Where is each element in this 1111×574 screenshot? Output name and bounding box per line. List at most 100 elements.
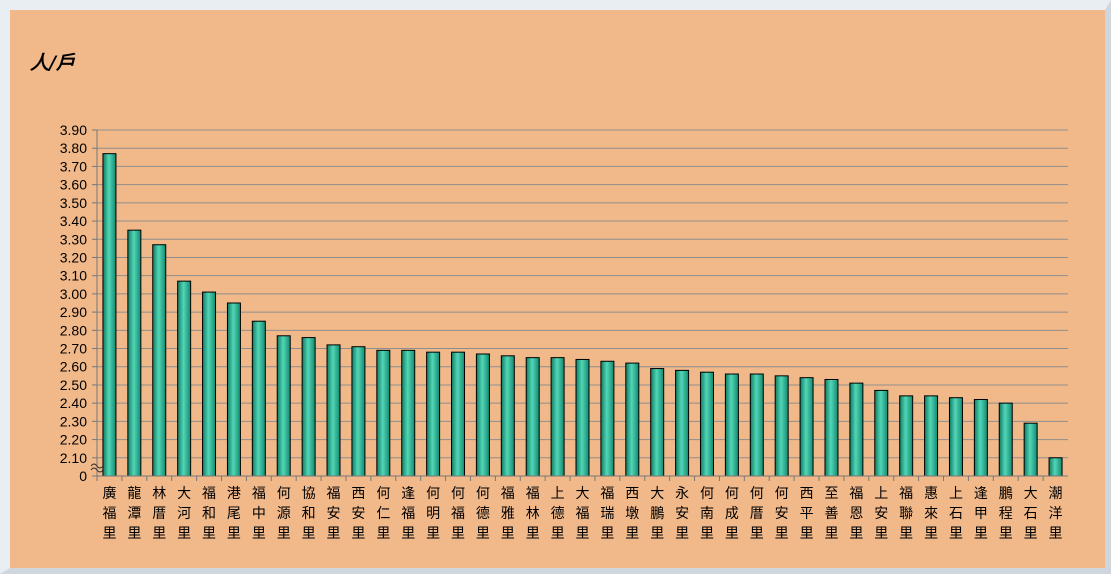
bar — [401, 349, 416, 477]
y-tick-label: 3.50 — [60, 195, 87, 211]
bar — [177, 280, 192, 477]
x-category-label: 上安里 — [874, 486, 888, 542]
bar — [625, 362, 640, 477]
x-category-label: 何厝里 — [750, 486, 764, 542]
y-tick-label: 2.20 — [60, 432, 87, 448]
y-tick-label: 3.20 — [60, 249, 87, 265]
x-category-label: 何明里 — [426, 486, 440, 542]
bar — [326, 344, 341, 477]
bar — [924, 395, 939, 477]
x-category-label: 福聯里 — [899, 486, 913, 542]
bar — [799, 377, 814, 477]
y-tick-label: 2.70 — [60, 341, 87, 357]
bar — [600, 360, 615, 477]
y-tick-label: 2.50 — [60, 377, 87, 393]
x-category-label: 福瑞里 — [600, 486, 614, 542]
bar — [699, 371, 714, 477]
bar — [426, 351, 441, 477]
x-category-label: 福安里 — [327, 486, 341, 542]
bar — [525, 357, 540, 477]
x-category-label: 何仁里 — [376, 486, 390, 542]
x-category-label: 廣福里 — [102, 485, 116, 542]
bar — [550, 357, 565, 477]
x-category-label: 西墩里 — [625, 486, 639, 542]
x-category-label: 永安里 — [675, 486, 689, 542]
bar — [675, 369, 690, 477]
bar — [874, 389, 889, 477]
bar — [948, 397, 963, 477]
x-category-label: 大福里 — [576, 486, 590, 542]
x-category-label: 港尾里 — [227, 486, 241, 542]
x-category-label: 至善里 — [824, 486, 838, 542]
y-tick-label: 3.60 — [60, 177, 87, 193]
x-category-label: 何德里 — [476, 486, 490, 542]
x-category-label: 何南里 — [700, 486, 714, 542]
x-category-label: 福恩里 — [849, 486, 863, 542]
y-tick-label: 3.00 — [60, 286, 87, 302]
x-category-label: 福和里 — [202, 486, 216, 542]
y-tick-label: 3.80 — [60, 140, 87, 156]
bar — [127, 229, 142, 477]
x-category-label: 何成里 — [725, 486, 739, 542]
bar — [650, 368, 665, 477]
x-category-label: 潮洋里 — [1049, 486, 1063, 542]
y-tick-label: 2.90 — [60, 304, 87, 320]
bar — [1048, 457, 1063, 477]
bar — [351, 346, 366, 477]
bar — [575, 358, 590, 477]
x-category-label: 鵬程里 — [999, 486, 1013, 542]
bar — [451, 351, 466, 477]
y-tick-label: 2.40 — [60, 395, 87, 411]
x-category-label: 大鵬里 — [650, 486, 664, 542]
x-category-label: 西安里 — [351, 486, 365, 542]
y-tick-label: 2.10 — [60, 450, 87, 466]
x-category-label: 逢福里 — [401, 486, 415, 542]
y-tick-label: 3.90 — [60, 122, 87, 138]
x-category-label: 何安里 — [775, 486, 789, 542]
bar — [998, 402, 1013, 477]
bar — [301, 337, 316, 477]
bar — [1023, 422, 1038, 477]
x-category-label: 龍潭里 — [127, 485, 141, 542]
x-category-label: 福雅里 — [501, 486, 515, 542]
y-tick-label: 0 — [79, 468, 87, 484]
x-category-label: 何福里 — [451, 486, 465, 542]
x-category-label: 福中里 — [252, 486, 266, 542]
bar — [500, 355, 515, 477]
x-category-label: 上德里 — [551, 486, 565, 542]
bar — [899, 395, 914, 477]
x-category-label: 協和里 — [302, 486, 316, 542]
x-category-label: 大河里 — [177, 486, 191, 542]
x-category-label: 西平里 — [800, 486, 814, 542]
y-axis-label: 人/戶 — [30, 52, 75, 74]
y-tick-label: 2.30 — [60, 413, 87, 429]
x-category-label: 大石里 — [1024, 486, 1038, 542]
x-category-label: 逢甲里 — [974, 486, 988, 542]
bar — [749, 373, 764, 477]
bar — [276, 335, 291, 477]
bar — [849, 382, 864, 477]
bar — [152, 244, 167, 477]
x-category-label: 林厝里 — [152, 486, 166, 542]
y-tick-label: 3.10 — [60, 268, 87, 284]
bar — [226, 302, 241, 477]
x-category-label: 福林里 — [526, 486, 540, 542]
bar — [102, 153, 117, 477]
y-tick-label: 3.30 — [60, 231, 87, 247]
bar — [475, 353, 490, 477]
bar — [724, 373, 739, 477]
bar — [824, 378, 839, 477]
bar — [202, 291, 217, 477]
y-tick-label: 3.40 — [60, 213, 87, 229]
x-category-label: 上石里 — [949, 486, 963, 542]
bar — [973, 399, 988, 477]
axis-break-mark — [90, 463, 104, 473]
bar — [251, 320, 266, 477]
x-category-label: 何源里 — [277, 486, 291, 542]
bar — [774, 375, 789, 477]
y-tick-label: 3.70 — [60, 158, 87, 174]
bar — [376, 349, 391, 477]
y-tick-label: 2.60 — [60, 359, 87, 375]
x-category-label: 惠來里 — [924, 486, 938, 542]
